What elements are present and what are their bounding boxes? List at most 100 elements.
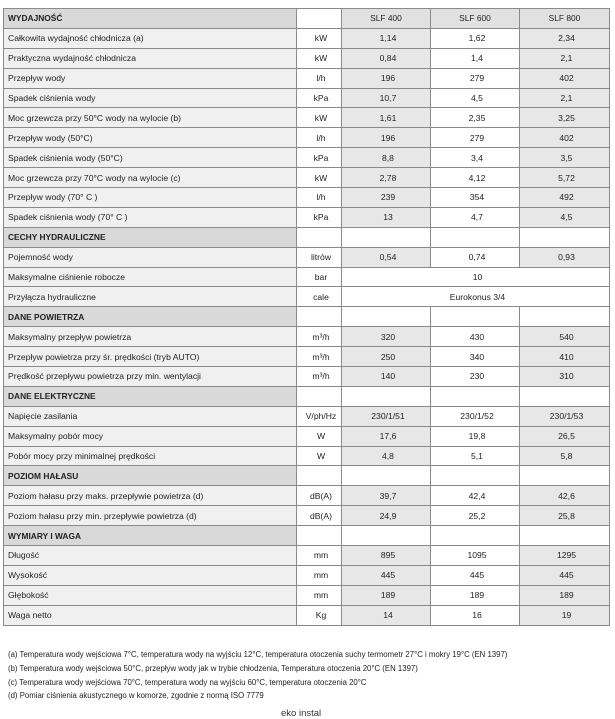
value-cell: 445: [341, 564, 431, 586]
section-unit-blank: [296, 8, 342, 29]
value-cell: 26,5: [519, 425, 610, 447]
table-row: Pojemność wody litrów 0,54 0,74 0,93: [3, 246, 610, 268]
value-cell: 5,8: [519, 445, 610, 467]
footnote: (b) Temperatura wody wejściowa 50°C, prz…: [8, 663, 418, 673]
unit-cell: kW: [296, 167, 342, 189]
section-unit-blank: [296, 525, 342, 547]
value-cell: 39,7: [341, 485, 431, 507]
table-row: Maksymalny pobór mocy W 17,6 19,8 26,5: [3, 425, 610, 447]
unit-cell: mm: [296, 564, 342, 586]
value-cell: 196: [341, 67, 431, 89]
unit-cell: kPa: [296, 87, 342, 109]
value-cell: 5,1: [430, 445, 520, 467]
spec-table: WYDAJNOŚĆ SLF 400 SLF 600 SLF 800 Całkowita …: [3, 8, 610, 626]
parameter-label: Całkowita wydajność chłodnicza (a): [3, 27, 297, 49]
parameter-label: Waga netto: [3, 604, 297, 626]
value-cell: 1,61: [341, 107, 431, 129]
value-cell: 1095: [430, 545, 520, 566]
section-value-blank: [341, 385, 431, 407]
table-row: Głębokość mm 189 189 189: [3, 584, 610, 606]
value-cell: 402: [519, 127, 610, 149]
value-cell: 354: [430, 187, 520, 208]
value-cell: 14: [341, 604, 431, 626]
value-cell: 895: [341, 545, 431, 566]
section-value-blank: [519, 465, 610, 487]
value-cell: 3,25: [519, 107, 610, 129]
value-cell: 430: [430, 326, 520, 348]
value-cell: 2,78: [341, 167, 431, 189]
value-cell: 17,6: [341, 425, 431, 447]
value-cell: 410: [519, 346, 610, 368]
section-header: DANE POWIETRZA: [3, 306, 610, 328]
parameter-label: Przepływ wody (70° C ): [3, 187, 297, 208]
section-value-blank: [341, 465, 431, 487]
parameter-label: Maksymalny pobór mocy: [3, 425, 297, 447]
value-cell: 250: [341, 346, 431, 368]
footer-text: eko instal: [281, 708, 322, 719]
unit-cell: kPa: [296, 147, 342, 169]
value-cell: 492: [519, 187, 610, 208]
value-cell: 279: [430, 127, 520, 149]
unit-cell: l/h: [296, 127, 342, 149]
table-row: Przyłącza hydrauliczne cale Eurokonus 3/4: [3, 286, 610, 308]
section-unit-blank: [296, 385, 342, 407]
table-row: Napięcie zasilania V/ph/Hz 230/1/51 230/1/5…: [3, 405, 610, 427]
value-cell: 320: [341, 326, 431, 348]
parameter-label: Pobór mocy przy minimalnej prędkości: [3, 445, 297, 467]
table-row: Przepływ wody (50°C) l/h 196 279 402: [3, 127, 610, 149]
value-cell: 19: [519, 604, 610, 626]
unit-cell: l/h: [296, 187, 342, 208]
section-value-blank: [430, 306, 520, 328]
section-unit-blank: [296, 226, 342, 248]
section-title: POZIOM HAŁASU: [3, 465, 297, 487]
table-row: Waga netto Kg 14 16 19: [3, 604, 610, 626]
parameter-label: Pojemność wody: [3, 246, 297, 268]
section-unit-blank: [296, 465, 342, 487]
value-cell: 196: [341, 127, 431, 149]
value-cell: 25,8: [519, 505, 610, 527]
footnote: (d) Pomiar ciśnienia akustycznego w komo…: [8, 691, 264, 701]
unit-cell: kW: [296, 107, 342, 129]
table-row: Maksymalny przepływ powietrza m³/h 320 430 5…: [3, 326, 610, 348]
value-cell: 310: [519, 366, 610, 387]
value-cell: 2,1: [519, 47, 610, 69]
section-value-blank: [519, 385, 610, 407]
parameter-label: Moc grzewcza przy 70°C wody na wylocie (…: [3, 167, 297, 189]
value-cell: 42,4: [430, 485, 520, 507]
section-value-blank: [341, 226, 431, 248]
parameter-label: Napięcie zasilania: [3, 405, 297, 427]
unit-cell: W: [296, 445, 342, 467]
unit-cell: litrów: [296, 246, 342, 268]
table-row: Moc grzewcza przy 70°C wody na wylocie (…: [3, 167, 610, 189]
footnote: (c) Temperatura wody wejściowa 70°C, tem…: [8, 677, 367, 687]
parameter-label: Moc grzewcza przy 50°C wody na wylocie (…: [3, 107, 297, 129]
table-row: Poziom hałasu przy min. przepływie powie…: [3, 505, 610, 527]
unit-cell: kPa: [296, 206, 342, 228]
value-cell: 4,12: [430, 167, 520, 189]
unit-cell: V/ph/Hz: [296, 405, 342, 427]
value-cell: 189: [341, 584, 431, 606]
value-cell: 42,6: [519, 485, 610, 507]
table-row: Długość mm 895 1095 1295: [3, 545, 610, 566]
table-row: Przepływ powietrza przy śr. prędkości (t…: [3, 346, 610, 368]
table-row: Praktyczna wydajność chłodnicza kW 0,84 1,4…: [3, 47, 610, 69]
footnotes: (a) Temperatura wody wejściowa 7°C, temp…: [8, 648, 608, 703]
value-cell: 189: [430, 584, 520, 606]
section-header: POZIOM HAŁASU: [3, 465, 610, 487]
value-cell: 0,74: [430, 246, 520, 268]
value-cell: 4,7: [430, 206, 520, 228]
table-row: Przepływ wody (70° C ) l/h 239 354 492: [3, 187, 610, 208]
value-cell: 230: [430, 366, 520, 387]
value-cell: 10,7: [341, 87, 431, 109]
value-cell: 2,35: [430, 107, 520, 129]
value-cell: 402: [519, 67, 610, 89]
unit-cell: m³/h: [296, 346, 342, 368]
section-value-blank: [430, 525, 520, 547]
unit-cell: W: [296, 425, 342, 447]
parameter-label: Przepływ powietrza przy śr. prędkości (t…: [3, 346, 297, 368]
parameter-label: Głębokość: [3, 584, 297, 606]
unit-cell: Kg: [296, 604, 342, 626]
unit-cell: m³/h: [296, 366, 342, 387]
table-row: Maksymalne ciśnienie robocze bar 10: [3, 266, 610, 288]
value-cell: 1,62: [430, 27, 520, 49]
